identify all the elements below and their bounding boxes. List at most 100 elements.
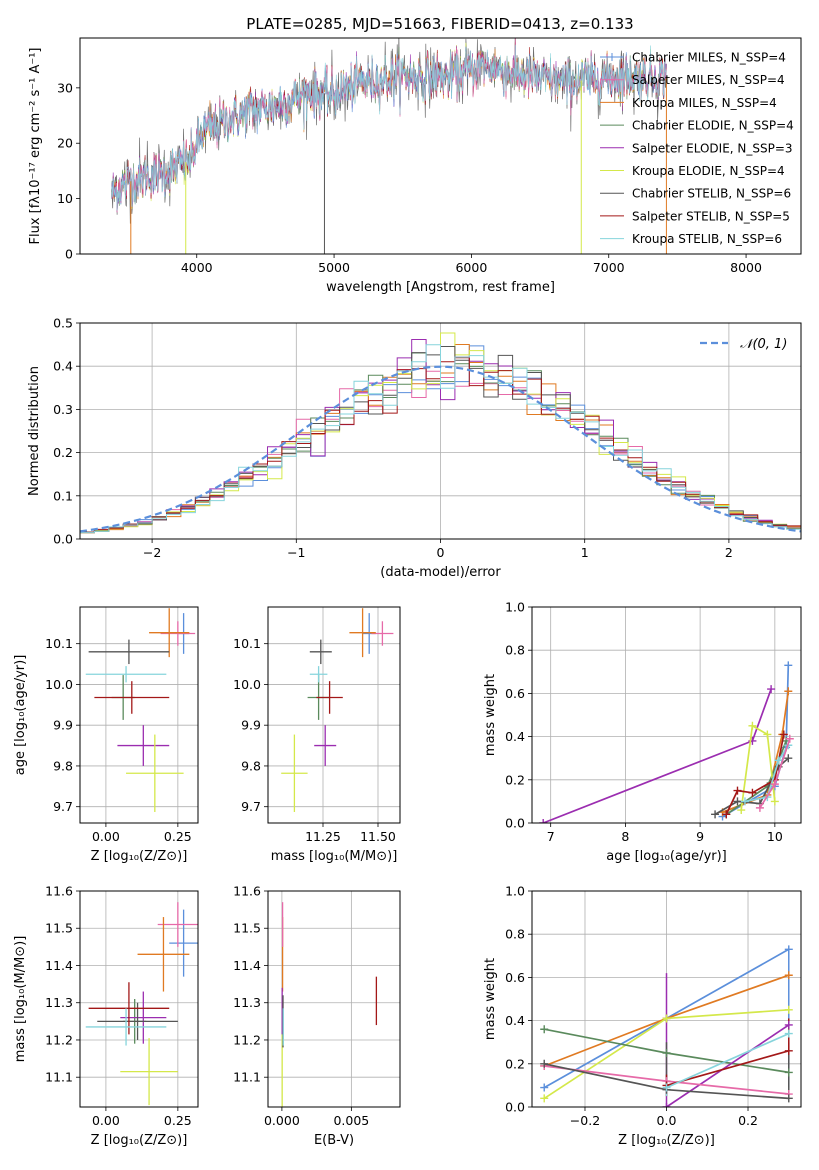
- legend-label-normal: 𝒩(0, 1): [740, 337, 787, 352]
- y-tick-label: 11.4: [45, 958, 73, 973]
- point-chabrier_elodie: [662, 1049, 671, 1057]
- plot-area-age_vs_mass: [281, 608, 394, 812]
- y-tick-label: 1.0: [505, 884, 525, 899]
- y-tick-label: 10.0: [45, 677, 73, 692]
- legend-marker: [608, 53, 616, 61]
- y-axis-label: Flux [fλ10⁻¹⁷ erg cm⁻² s⁻¹ A⁻¹]: [28, 48, 43, 245]
- legend-label-salpeter_elodie: Salpeter ELODIE, N_SSP=3: [632, 141, 793, 155]
- y-tick-label: 0.2: [505, 1056, 525, 1071]
- x-tick-label: 0.2: [738, 1113, 758, 1128]
- spectrum-series-kroupa_elodie: [111, 41, 667, 209]
- point-salpeter_elodie: [767, 685, 776, 694]
- frame-residuals: [79, 322, 802, 540]
- y-tick-label: 0.3: [53, 402, 73, 417]
- y-tick-label: 0.0: [505, 1100, 525, 1115]
- frame-mass_vs_Z: [79, 890, 199, 1108]
- spectrum-series-chabrier_stelib: [111, 38, 667, 224]
- axes-weight_vs_age: 7 8 9 10 0.0 0.2 0.4 0.6 0.8 1.0 age [log₁₀(age/yr…: [483, 600, 801, 864]
- y-axis-label: Normed distribution: [27, 366, 42, 496]
- x-axis-label: E(B-V): [314, 1133, 354, 1148]
- plot-area-weight_vs_Z: [540, 945, 793, 1107]
- y-tick-label: 1.0: [505, 600, 525, 615]
- y-tick-label: 10.0: [233, 677, 261, 692]
- point-salpeter_stelib: [722, 810, 731, 819]
- y-tick-label: 0.0: [53, 532, 73, 547]
- x-tick-label: 2: [725, 545, 733, 560]
- point-chabrier_elodie: [784, 1068, 793, 1077]
- normal-curve: [80, 365, 801, 533]
- y-tick-label: 0.1: [53, 488, 73, 503]
- x-axis-label: mass [log₁₀(M/M⊙)]: [271, 849, 398, 864]
- x-tick-label: 5000: [318, 260, 350, 275]
- y-tick-label: 11.2: [45, 1032, 73, 1047]
- y-tick-label: 0.5: [53, 316, 73, 331]
- y-tick-label: 11.5: [45, 921, 73, 936]
- y-tick-label: 0.8: [505, 927, 525, 942]
- spectrum-series-kroupa_miles: [111, 42, 667, 211]
- frame-weight_vs_Z: [531, 890, 802, 1108]
- y-axis-label: mass [log₁₀(M/M⊙)]: [13, 936, 28, 1063]
- axes-mass_vs_ebv: 0.000 0.005 11.1 11.2 11.3 11.4 11.5 11.6 E(B-V): [233, 884, 400, 1148]
- point-salpeter_stelib: [779, 730, 788, 739]
- point-chabrier_stelib: [733, 797, 742, 806]
- point-kroupa_elodie: [770, 797, 779, 806]
- y-axis-label: mass weight: [483, 958, 498, 1040]
- y-axis-label: age [log₁₀(age/yr)]: [13, 655, 28, 776]
- spectrum-series-salpeter_miles: [111, 38, 667, 213]
- x-tick-label: 7000: [593, 260, 625, 275]
- point-kroupa_elodie: [737, 806, 746, 815]
- y-tick-label: 9.7: [241, 799, 261, 814]
- legend-label-salpeter_stelib: Salpeter STELIB, N_SSP=5: [632, 209, 790, 223]
- x-tick-label: 6000: [455, 260, 487, 275]
- plot-area-mass_vs_Z: [85, 902, 198, 1106]
- axes-weight_vs_Z: −0.2 0.0 0.2 0.0 0.2 0.4 0.6 0.8 1.0 Z [log₁₀(Z/Z…: [483, 884, 801, 1148]
- point-chabrier_stelib: [711, 810, 720, 819]
- y-tick-label: 11.4: [233, 958, 261, 973]
- point-salpeter_stelib: [733, 786, 742, 795]
- point-chabrier_stelib: [784, 1094, 793, 1103]
- x-axis-label: wavelength [Angstrom, rest frame]: [326, 280, 555, 295]
- x-axis-label: age [log₁₀(age/yr)]: [606, 849, 727, 864]
- point-chabrier_miles: [540, 1083, 549, 1092]
- x-tick-label: −0.2: [570, 1113, 600, 1128]
- point-kroupa_stelib: [774, 756, 783, 765]
- legend-label-kroupa_stelib: Kroupa STELIB, N_SSP=6: [632, 232, 782, 246]
- y-tick-label: 0.8: [505, 643, 525, 658]
- y-tick-label: 10.1: [233, 636, 261, 651]
- x-tick-label: 10: [767, 829, 783, 844]
- legend-label-kroupa_elodie: Kroupa ELODIE, N_SSP=4: [632, 164, 785, 178]
- point-kroupa_elodie: [662, 1014, 671, 1023]
- frame-age_vs_Z: [79, 606, 199, 824]
- point-salpeter_miles: [770, 780, 779, 789]
- y-tick-label: 11.5: [233, 921, 261, 936]
- spectrum-series-chabrier_elodie: [111, 43, 667, 211]
- y-tick-label: 0.2: [53, 445, 73, 460]
- y-tick-label: 11.6: [233, 884, 261, 899]
- point-kroupa_miles: [784, 687, 793, 696]
- x-tick-label: 8000: [730, 260, 762, 275]
- legend-label-kroupa_miles: Kroupa MILES, N_SSP=4: [632, 96, 777, 110]
- spectrum-legend: Chabrier MILES, N_SSP=4 Salpeter MILES, N…: [600, 51, 794, 246]
- point-salpeter_elodie: [784, 1020, 793, 1029]
- plot-area-spectrum: [111, 38, 667, 254]
- axes-spectrum: 4000 5000 6000 7000 8000 0 10 20 30 wavelength [A…: [28, 48, 762, 296]
- x-tick-label: 11.25: [305, 829, 341, 844]
- x-axis-label: (data-model)/error: [380, 565, 501, 580]
- point-kroupa_elodie: [763, 730, 772, 739]
- x-tick-label: 0.005: [333, 1113, 369, 1128]
- y-tick-label: 30: [57, 80, 73, 95]
- y-tick-label: 11.3: [233, 995, 261, 1010]
- point-kroupa_stelib: [740, 797, 749, 806]
- frame-mass_vs_ebv: [267, 890, 401, 1108]
- x-axis-label: Z [log₁₀(Z/Z⊙)]: [618, 1133, 715, 1148]
- x-tick-label: 0.25: [164, 829, 192, 844]
- series-kroupa_stelib: [744, 744, 790, 803]
- spectrum-series-kroupa_stelib: [111, 44, 667, 211]
- y-tick-label: 11.6: [45, 884, 73, 899]
- y-tick-label: 0.6: [505, 970, 525, 985]
- x-tick-label: 4000: [181, 260, 213, 275]
- y-tick-label: 9.7: [53, 799, 73, 814]
- point-salpeter_elodie: [539, 819, 548, 823]
- point-kroupa_stelib: [784, 1029, 793, 1038]
